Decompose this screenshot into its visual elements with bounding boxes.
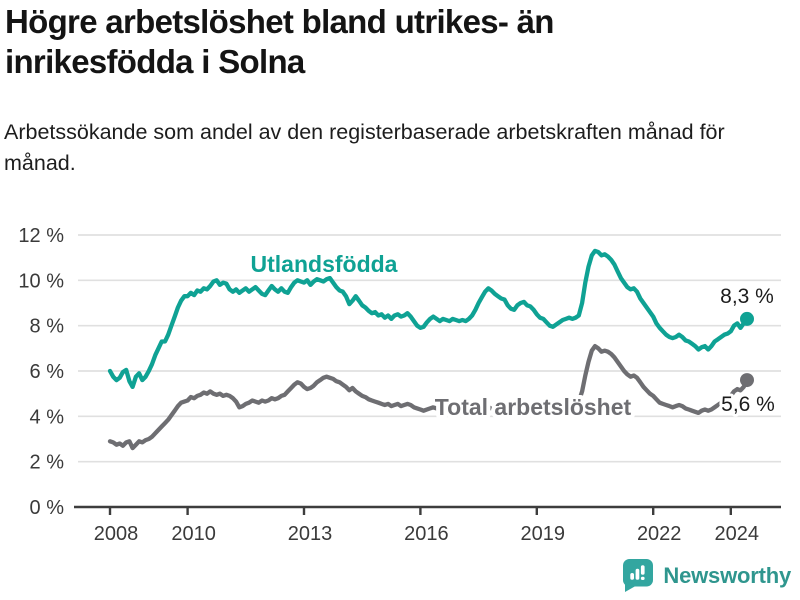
logo-bubble-tail: [625, 580, 637, 592]
logo-exclamation-dot: [641, 576, 646, 580]
y-axis-tick-label: 0 %: [30, 497, 65, 519]
series-end-dot-0: [740, 311, 754, 326]
x-axis-tick-label: 2008: [94, 523, 139, 545]
y-axis-tick-label: 6 %: [30, 361, 65, 383]
chart-grid-and-axes: 0 % 2 % 4 % 6 % 8 % 10 % 12 % 2008 2010 2013 2016 2…: [18, 225, 781, 545]
value-label-total-arbetsloshet: 5,6 %: [721, 393, 775, 416]
y-axis-tick-label: 10 %: [18, 270, 64, 292]
series-line-1: [107, 343, 750, 451]
logo-bar-tall: [636, 568, 640, 580]
series-label-total-arbetsloshet: Total arbetslöshet: [435, 394, 632, 420]
logo-exclamation-bar: [641, 565, 646, 575]
x-axis-tick-label: 2024: [715, 523, 760, 545]
y-axis-tick-label: 8 %: [30, 316, 65, 338]
x-axis-tick-label: 2019: [521, 523, 566, 545]
logo-bar-small: [630, 573, 635, 580]
chart-subtitle: Arbetssökande som andel av den registerb…: [4, 120, 725, 176]
y-axis-tick-label: 2 %: [30, 452, 65, 474]
x-axis-tick-label: 2016: [404, 523, 449, 545]
series-line-0: [107, 248, 750, 390]
chart-title: Högre arbetslöshet bland utrikes- än inr…: [5, 3, 554, 81]
newsworthy-logo-icon: [623, 559, 654, 592]
x-axis-tick-label: 2013: [288, 523, 333, 545]
newsworthy-logo: Newsworthy: [622, 558, 791, 593]
y-axis-tick-label: 12 %: [18, 225, 64, 247]
value-label-utlandsfodda: 8,3 %: [720, 285, 774, 308]
chart-series-lines: [107, 248, 754, 451]
series-end-dot-1: [740, 373, 754, 388]
y-axis-tick-label: 4 %: [30, 406, 65, 428]
x-axis-tick-label: 2022: [637, 523, 682, 545]
newsworthy-logo-text: Newsworthy: [663, 562, 791, 588]
x-axis-tick-label: 2010: [171, 523, 216, 545]
series-label-utlandsfodda: Utlandsfödda: [251, 251, 398, 277]
